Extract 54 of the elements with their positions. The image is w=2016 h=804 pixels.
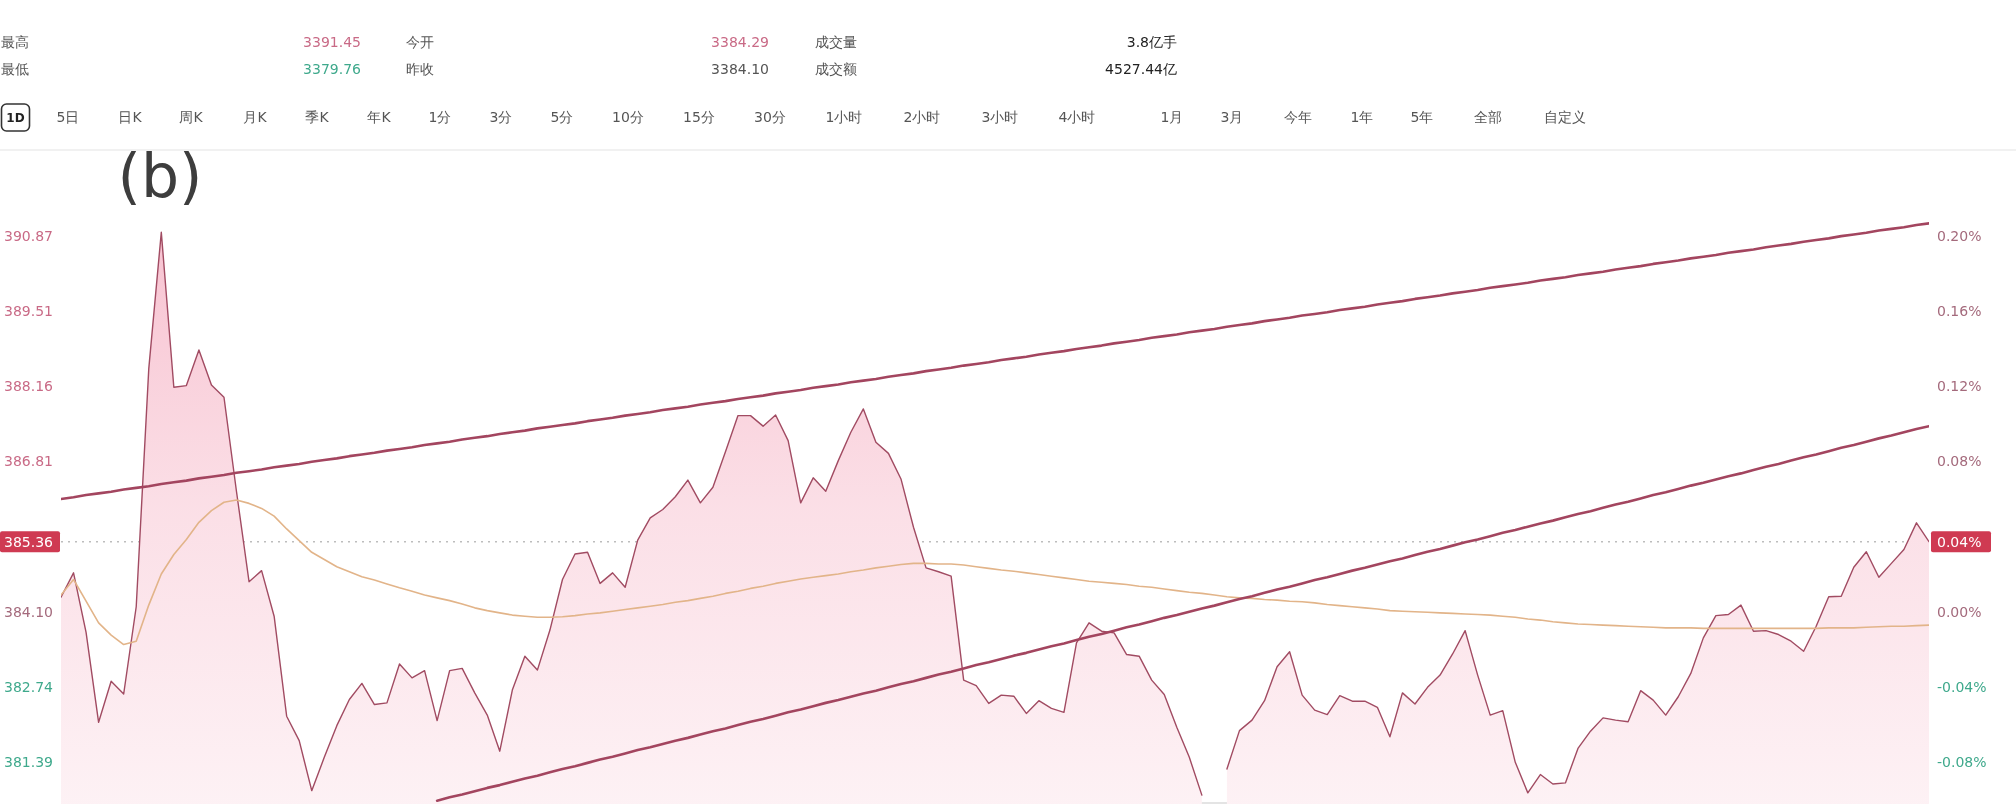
y-tick-label: 382.74 <box>4 679 53 696</box>
y2-tick-label: 0.20% <box>1937 227 1982 244</box>
period-label: 周K <box>179 109 203 125</box>
y-tick-label: 388.16 <box>4 378 53 395</box>
period-label: 4小时 <box>1058 109 1096 125</box>
y2-tick-label: 0.16% <box>1937 302 1982 319</box>
quote-value: 4527.44亿 <box>1105 61 1177 77</box>
period-label: 2小时 <box>903 109 941 125</box>
period-label: 日K <box>118 109 142 125</box>
quote-value: 3384.29 <box>711 34 769 50</box>
quote-value: 3384.10 <box>711 61 769 77</box>
panel-label: (b) <box>117 141 203 211</box>
period-label: 3小时 <box>981 109 1019 125</box>
y2-tick-label: 0.12% <box>1937 378 1982 395</box>
y2-tick-label: -0.08% <box>1937 754 1987 771</box>
selected-period-button: 1D <box>0 103 31 132</box>
period-label: 1分 <box>428 109 452 125</box>
period-label: 季K <box>305 109 329 125</box>
y-tick-label: 381.39 <box>4 754 53 771</box>
period-label: 5年 <box>1410 109 1434 125</box>
quote-value: 3.8亿手 <box>1126 34 1177 50</box>
quote-label: 最低 <box>1 61 29 77</box>
period-label: 10分 <box>612 109 644 125</box>
y-tick-label: 390.87 <box>4 227 53 244</box>
period-label: 1月 <box>1160 109 1184 125</box>
period-label: 3月 <box>1220 109 1244 125</box>
price-change-label: 0.04% <box>1931 531 1991 553</box>
y-tick-label: 386.81 <box>4 453 53 470</box>
period-label: 自定义 <box>1544 109 1586 125</box>
ref-line-label: 385.36 <box>0 531 60 553</box>
quote-label: 今开 <box>406 34 434 50</box>
period-label: 15分 <box>683 109 715 125</box>
period-label: 年K <box>367 109 391 125</box>
quote-label: 成交量 <box>815 34 857 50</box>
y2-tick-label: 0.00% <box>1937 603 1982 620</box>
period-label: 30分 <box>754 109 786 125</box>
period-label: 1小时 <box>825 109 863 125</box>
y2-tick-label: -0.04% <box>1937 679 1987 696</box>
period-label: 3分 <box>489 109 513 125</box>
y2-tick-label: 0.08% <box>1937 453 1982 470</box>
quote-label: 最高 <box>1 34 29 50</box>
period-label: 全部 <box>1474 109 1502 125</box>
period-label: 月K <box>243 109 267 125</box>
period-label: 今年 <box>1284 109 1312 125</box>
quote-label: 昨收 <box>406 61 434 77</box>
period-label: 5日 <box>56 109 80 125</box>
quote-value: 3391.45 <box>303 34 361 50</box>
y-tick-label: 384.10 <box>4 603 53 620</box>
quote-value: 3379.76 <box>303 61 361 77</box>
ref-line-label: 385.36 <box>4 533 54 550</box>
y-tick-label: 389.51 <box>4 303 53 320</box>
period-label: 1年 <box>1350 109 1374 125</box>
period-label: 5分 <box>550 109 574 125</box>
quote-label: 成交额 <box>815 61 857 77</box>
